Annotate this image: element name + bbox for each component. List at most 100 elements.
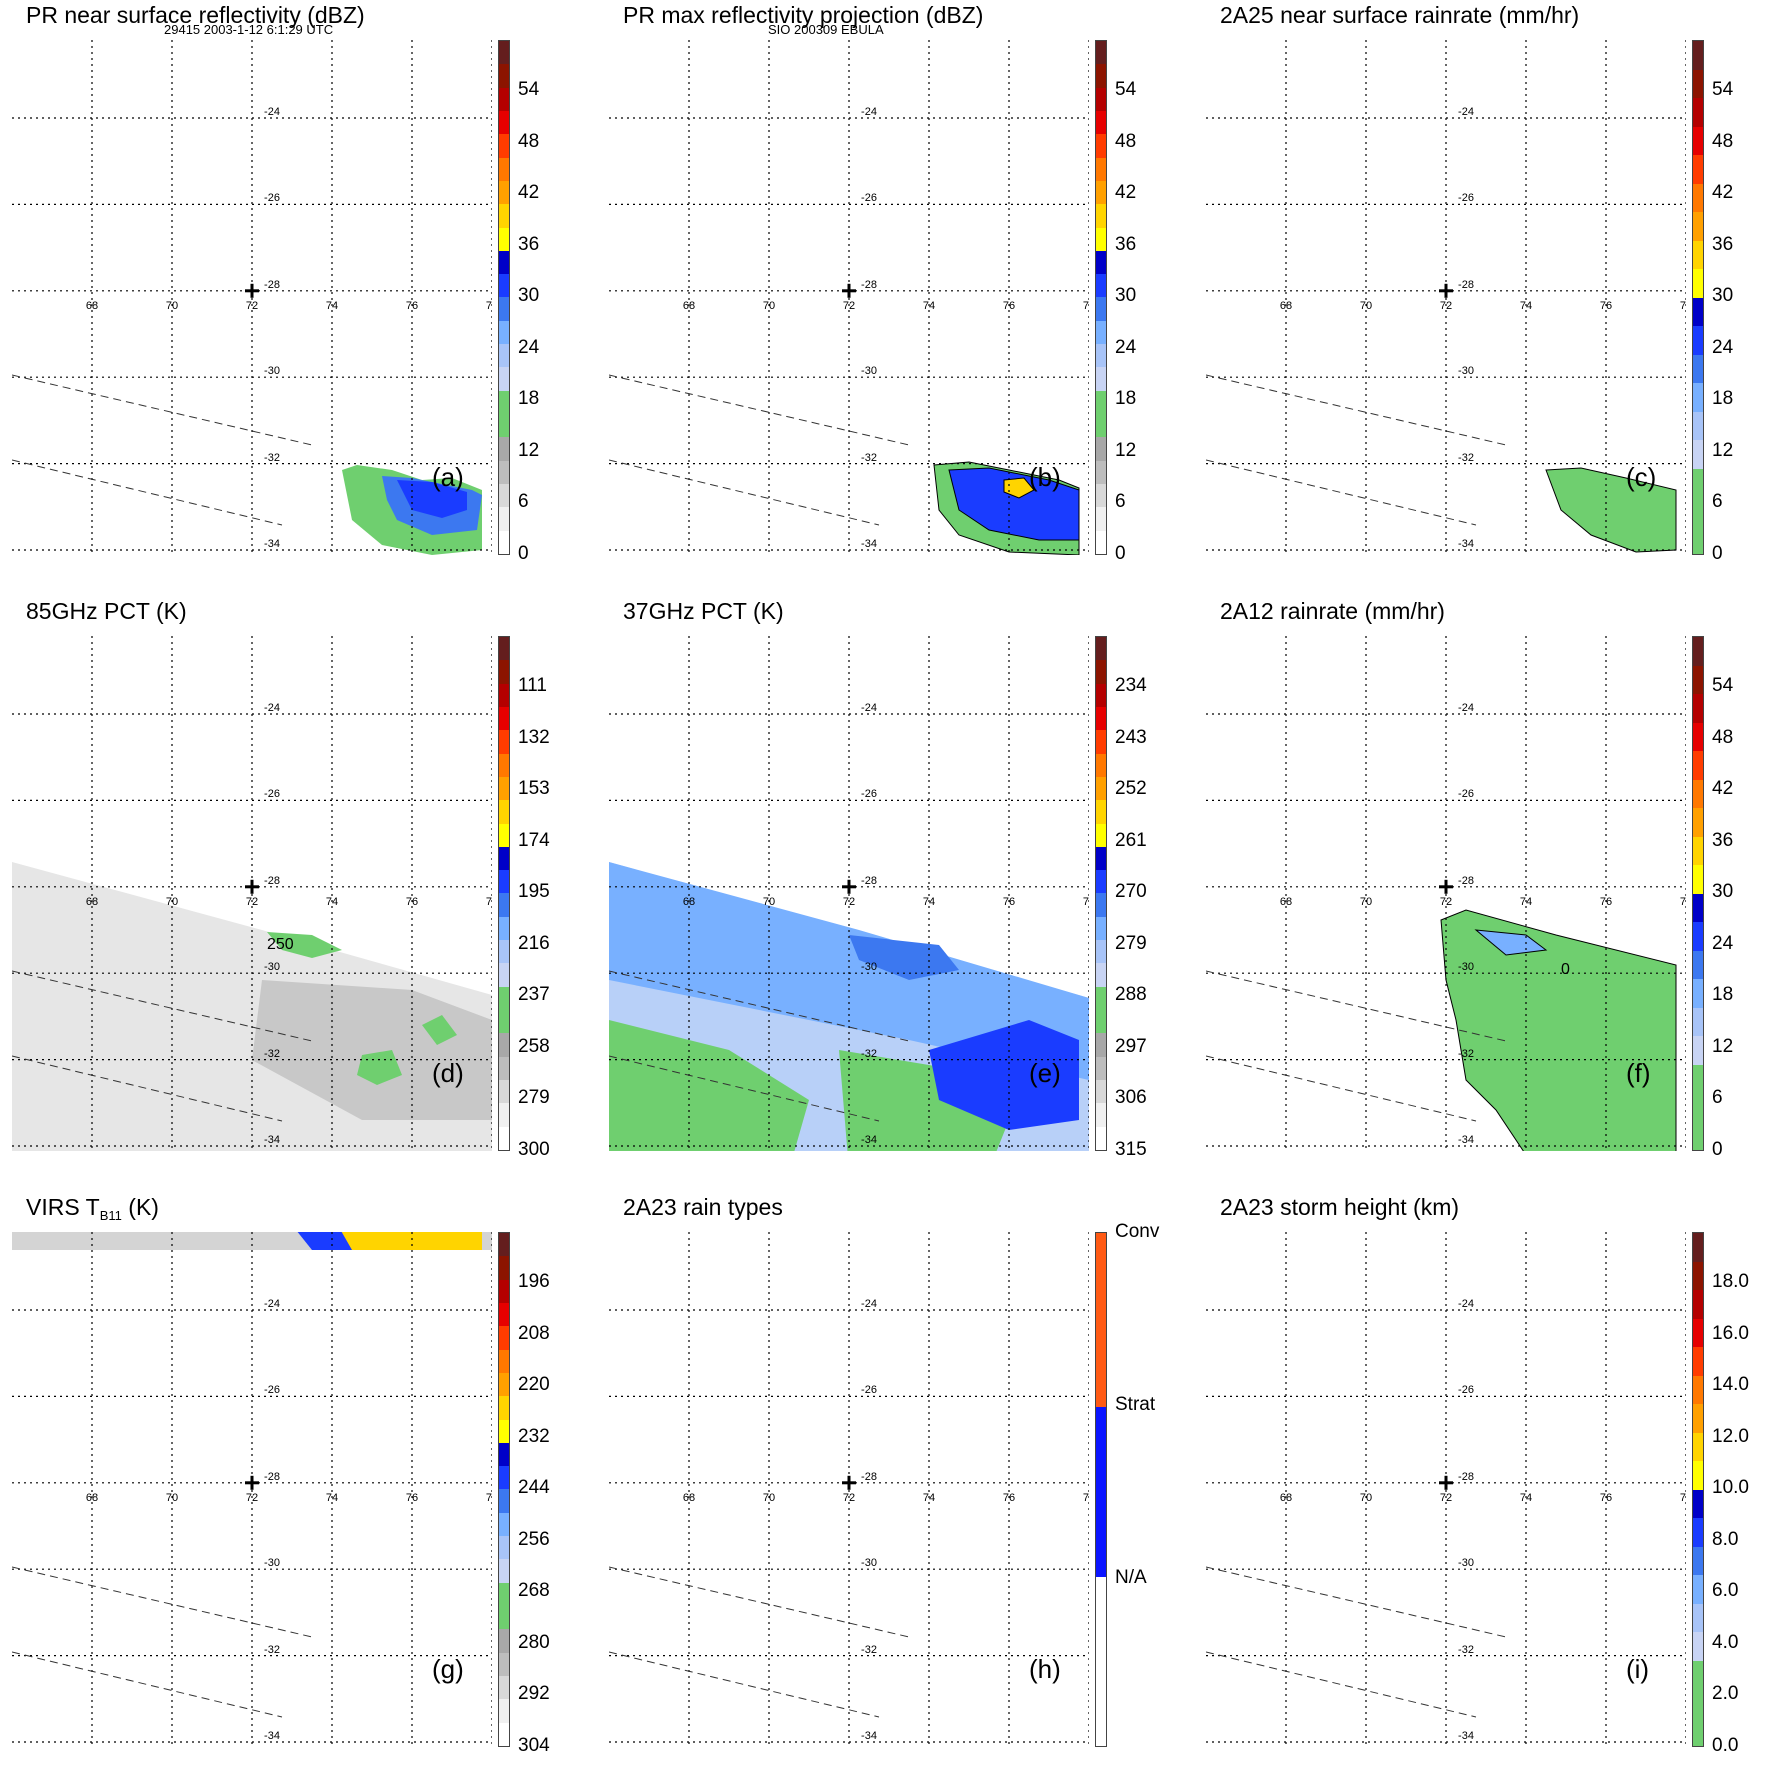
colorbar-tick-label: 18.0	[1712, 1271, 1749, 1292]
panel-title: 2A25 near surface rainrate (mm/hr)	[1220, 2, 1580, 28]
map-svg	[12, 636, 492, 1151]
lat-tick-label: -32	[1458, 1643, 1474, 1656]
panel-letter-label: (h)	[1029, 1654, 1061, 1684]
lon-tick-label: 74	[922, 895, 936, 908]
map-svg	[1206, 1232, 1686, 1747]
lon-tick-label: 72	[245, 299, 259, 312]
lat-tick-label: -34	[861, 538, 877, 550]
colorbar-tick-label: 195	[518, 881, 550, 902]
lat-tick-label: -24	[264, 1298, 280, 1310]
colorbar-segment	[1693, 297, 1703, 326]
colorbar-tick-label: 24	[518, 336, 540, 358]
lat-tick-label: -34	[1458, 1730, 1474, 1742]
colorbar-segment	[1693, 212, 1703, 241]
lon-tick-label: 70	[1359, 1491, 1373, 1504]
colorbar-segment	[499, 1349, 509, 1373]
colorbar-tick-label: N/A	[1115, 1567, 1147, 1588]
lat-tick-label: -32	[861, 1047, 877, 1060]
panel-letter-label: (f)	[1626, 1058, 1651, 1088]
colorbar-segment	[499, 1419, 509, 1443]
panel-letter-label: (i)	[1626, 1654, 1650, 1684]
colorbar-segment	[1096, 940, 1106, 964]
map-svg	[12, 1232, 492, 1747]
colorbar-segment	[1693, 269, 1703, 298]
rain-patch-2	[267, 932, 342, 958]
colorbar-tick-label: 54	[1712, 675, 1734, 696]
lat-tick-label: -32	[1458, 451, 1474, 464]
colorbar-tick-label: 258	[518, 1035, 550, 1057]
colorbar-tick-label: 42	[518, 182, 540, 203]
lat-tick-label: -34	[1458, 538, 1474, 550]
storm-center-marker	[842, 283, 856, 298]
colorbar-segment	[499, 1442, 509, 1467]
colorbar-segment	[499, 530, 509, 554]
swath-edge-line	[609, 459, 880, 526]
colorbar-tick-label: 256	[518, 1528, 550, 1550]
colorbar-segment	[1693, 240, 1703, 269]
lon-tick-label: 70	[165, 299, 179, 312]
colorbar-tick-label: 36	[518, 233, 540, 255]
colorbar-tick-label: 208	[518, 1322, 550, 1344]
lon-tick-label: 78	[1082, 1491, 1089, 1504]
colorbar-tick-label: 0	[518, 542, 529, 564]
colorbar-segment	[499, 460, 509, 484]
colorbar-segment	[499, 1722, 509, 1746]
colorbar-segment	[1096, 390, 1106, 414]
colorbar-segment	[499, 1033, 509, 1057]
colorbar-segment	[1096, 367, 1106, 391]
colorbar-segment	[1693, 525, 1703, 554]
lon-tick-label: 68	[85, 299, 99, 312]
map-svg	[1206, 40, 1686, 555]
lat-tick-label: -28	[861, 874, 877, 887]
colorbar-segment	[1096, 437, 1106, 461]
colorbar-segment	[1096, 1407, 1106, 1577]
lat-tick-label: -34	[264, 1134, 280, 1146]
colorbar-segment	[1693, 69, 1703, 98]
colorbar-segment	[1096, 683, 1106, 707]
colorbar-segment	[1096, 530, 1106, 554]
colorbar-tick-label: 304	[518, 1734, 550, 1756]
panel-letter-label: (b)	[1029, 462, 1061, 492]
colorbar-segment	[1096, 460, 1106, 484]
panel-title: 37GHz PCT (K)	[623, 598, 784, 624]
colorbar-segment	[1693, 468, 1703, 497]
lat-tick-label: -32	[1458, 1047, 1474, 1060]
lon-tick-label: 72	[842, 895, 856, 908]
colorbar-segment	[1693, 1064, 1703, 1093]
panel-letter-label: (e)	[1029, 1058, 1061, 1088]
swath-edge-line	[609, 1651, 880, 1718]
colorbar-segment	[1693, 1518, 1703, 1547]
rain-patch-2	[341, 1232, 482, 1250]
lat-tick-label: -24	[264, 702, 280, 714]
colorbar-tick-label: 6	[1115, 491, 1126, 512]
swath-edge-line	[12, 374, 313, 446]
map-area: 68 70 72 74 76 78 -24 -26 -28 -30 -32 -34 250	[12, 636, 492, 1151]
colorbar-segment	[1693, 665, 1703, 694]
colorbar-segment	[499, 64, 509, 88]
colorbar-segment	[1096, 1056, 1106, 1080]
colorbar-segment	[499, 660, 509, 684]
colorbar	[1692, 1232, 1704, 1747]
colorbar-segment	[499, 414, 509, 438]
colorbar-segment	[1693, 1575, 1703, 1604]
colorbar-segment	[1693, 354, 1703, 383]
lat-tick-label: -26	[861, 1384, 877, 1397]
colorbar-segment	[499, 320, 509, 345]
colorbar-segment	[499, 637, 509, 661]
lon-tick-label: 68	[1279, 1491, 1293, 1504]
rain-patch-4	[422, 1015, 457, 1045]
lon-tick-label: 78	[485, 1491, 492, 1504]
colorbar-segment	[499, 1010, 509, 1034]
map-area: 68 70 72 74 76 78 -24 -26 -28 -30 -32 -34	[12, 40, 492, 555]
swath-edge-line	[12, 459, 283, 526]
colorbar-tick-label: 2.0	[1712, 1683, 1739, 1704]
colorbar-segment	[1693, 1717, 1703, 1746]
lat-tick-label: -30	[264, 1557, 280, 1570]
colorbar-tick-label: 16.0	[1712, 1322, 1749, 1344]
colorbar-segment	[1096, 846, 1106, 871]
swath-edge-line	[12, 1566, 313, 1638]
lon-tick-label: 76	[1599, 299, 1613, 312]
panel-title: 2A23 storm height (km)	[1220, 1194, 1460, 1220]
colorbar-segment	[1096, 730, 1106, 754]
rain-patch-3	[839, 1050, 1009, 1151]
